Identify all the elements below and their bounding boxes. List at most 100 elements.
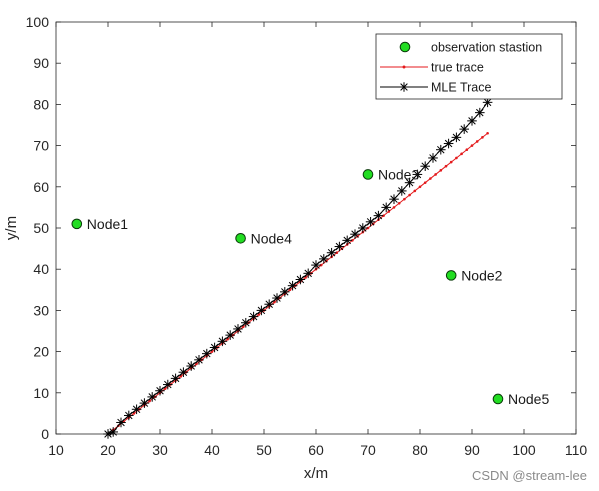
mle-trace-point bbox=[287, 280, 298, 291]
mle-trace-point bbox=[280, 287, 290, 297]
mle-trace-point bbox=[381, 202, 391, 213]
mle-trace-point bbox=[428, 153, 438, 163]
watermark: CSDN @stream-lee bbox=[471, 468, 587, 483]
legend-label-true-trace: true trace bbox=[431, 61, 484, 75]
mle-trace-point bbox=[311, 260, 321, 270]
true-trace-point bbox=[413, 189, 417, 193]
mle-trace-point bbox=[108, 427, 118, 437]
series-mle-trace bbox=[103, 97, 493, 439]
x-tick-label: 100 bbox=[512, 442, 536, 458]
mle-trace-point bbox=[358, 223, 368, 233]
true-trace-point bbox=[408, 193, 411, 197]
legend-label-mle-trace: MLE Trace bbox=[431, 81, 491, 95]
station-label: Node4 bbox=[251, 230, 292, 246]
x-tick-label: 110 bbox=[565, 442, 588, 458]
mle-trace-point bbox=[303, 268, 313, 279]
true-trace-point bbox=[465, 148, 469, 152]
x-tick-label: 70 bbox=[360, 442, 376, 458]
mle-trace-point bbox=[116, 417, 126, 428]
x-tick-label: 10 bbox=[48, 442, 64, 458]
legend-true-trace-marker bbox=[402, 65, 406, 69]
y-tick-label: 0 bbox=[41, 426, 49, 442]
mle-trace-point bbox=[170, 373, 181, 384]
true-trace-point bbox=[319, 263, 323, 267]
true-trace-point bbox=[470, 144, 474, 147]
station-point bbox=[362, 169, 374, 180]
mle-trace-point bbox=[272, 293, 282, 303]
mle-trace-point bbox=[124, 410, 134, 421]
true-trace-point bbox=[418, 185, 422, 189]
mle-trace-point bbox=[194, 355, 204, 365]
station-point bbox=[71, 218, 83, 230]
legend-mle-trace-marker bbox=[399, 82, 409, 92]
y-tick-label: 50 bbox=[33, 220, 49, 236]
true-trace-point bbox=[423, 181, 427, 184]
true-trace-point bbox=[366, 226, 370, 230]
y-tick-label: 60 bbox=[33, 179, 49, 195]
mle-trace-point bbox=[389, 194, 399, 204]
x-tick-label: 90 bbox=[464, 442, 480, 458]
y-tick-label: 90 bbox=[33, 55, 49, 71]
station-label: Node3 bbox=[378, 166, 419, 182]
mle-trace-point bbox=[350, 229, 360, 239]
y-axis-ticks: 0 10 20 30 40 50 60 70 80 90 100 bbox=[26, 14, 576, 442]
true-trace-point bbox=[455, 156, 458, 160]
legend-station-marker bbox=[399, 41, 411, 53]
mle-trace-point bbox=[412, 169, 423, 180]
mle-trace-point bbox=[404, 177, 415, 188]
y-axis-label: y/m bbox=[3, 216, 20, 240]
legend-label-stations: observation stastion bbox=[431, 41, 542, 55]
station-label: Node1 bbox=[87, 216, 128, 232]
station-label: Node5 bbox=[508, 391, 549, 407]
mle-trace-point bbox=[420, 161, 430, 171]
x-tick-label: 60 bbox=[308, 442, 324, 458]
mle-trace-point bbox=[155, 385, 165, 396]
y-tick-label: 10 bbox=[33, 385, 49, 401]
mle-trace-point bbox=[397, 186, 407, 196]
true-trace-point bbox=[475, 140, 479, 143]
y-tick-label: 70 bbox=[33, 138, 49, 154]
legend: observation stastion true trace MLE Trac… bbox=[375, 33, 563, 100]
mle-trace-point bbox=[295, 274, 306, 285]
true-trace-point bbox=[460, 152, 463, 156]
mle-trace-point bbox=[202, 348, 212, 359]
true-trace-point bbox=[439, 169, 443, 172]
x-axis-ticks: 10 20 30 40 50 60 70 80 90 100 110 bbox=[48, 22, 587, 458]
mle-trace-point bbox=[459, 124, 469, 134]
true-trace-point bbox=[434, 173, 437, 176]
true-trace-point bbox=[403, 197, 406, 201]
mle-trace-point bbox=[365, 217, 376, 227]
mle-trace-point bbox=[186, 361, 196, 371]
station-label: Node2 bbox=[461, 267, 502, 283]
legend-item-stations: observation stastion bbox=[399, 41, 542, 55]
y-tick-label: 20 bbox=[33, 344, 49, 360]
mle-trace-point bbox=[163, 379, 173, 390]
mle-trace-point bbox=[467, 116, 477, 126]
mle-trace-point bbox=[443, 138, 454, 149]
mle-trace-point bbox=[334, 241, 345, 252]
legend-mle-asterisk bbox=[399, 82, 409, 92]
legend-item-true-trace: true trace bbox=[380, 61, 484, 75]
mle-trace-point bbox=[373, 210, 384, 221]
mle-trace-point bbox=[139, 398, 150, 408]
mle-trace-point bbox=[342, 235, 352, 246]
mle-trace-point bbox=[436, 144, 446, 155]
true-trace-point bbox=[486, 131, 489, 135]
series-observation-stations: Node1 Node2 Node3 Node4 Node5 bbox=[71, 166, 549, 407]
mle-trace-point bbox=[241, 317, 251, 328]
mle-trace-point bbox=[248, 311, 259, 322]
mle-trace-point bbox=[131, 404, 142, 415]
true-trace-point bbox=[444, 164, 448, 168]
true-trace-point bbox=[481, 136, 484, 139]
mle-trace-point bbox=[233, 324, 243, 334]
mle-trace-point bbox=[178, 367, 189, 377]
x-tick-label: 50 bbox=[256, 442, 272, 458]
legend-item-mle-trace: MLE Trace bbox=[380, 81, 491, 95]
true-trace-point bbox=[351, 239, 354, 242]
mle-trace-point bbox=[475, 107, 485, 118]
x-axis-label: x/m bbox=[304, 465, 328, 482]
mle-trace-point bbox=[225, 330, 235, 340]
y-tick-label: 40 bbox=[33, 261, 49, 277]
true-trace-point bbox=[382, 214, 385, 217]
